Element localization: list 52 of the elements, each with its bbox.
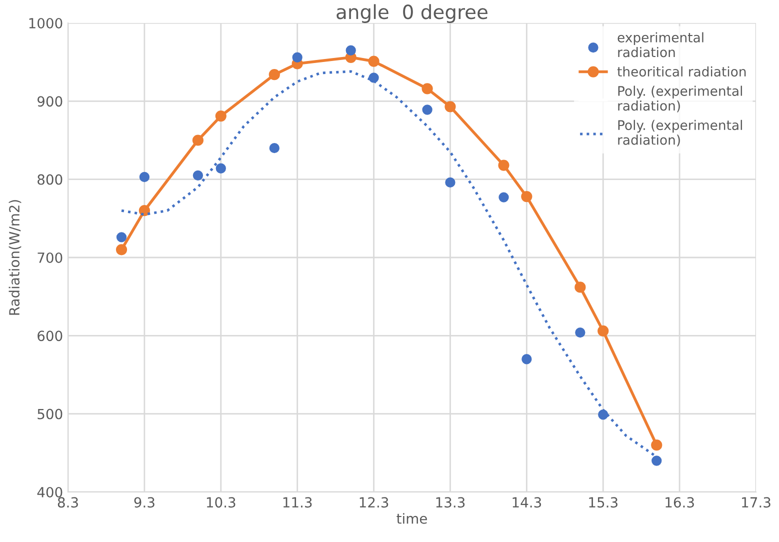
y-tick-label: 1000	[29, 18, 62, 28]
point	[368, 72, 379, 83]
point	[216, 163, 226, 174]
point	[422, 104, 432, 115]
x-tick-label: 16.3	[666, 497, 694, 508]
point	[598, 410, 608, 420]
point	[498, 192, 509, 202]
legend-label: Poly. (experimental radiation)	[618, 86, 742, 112]
legend-label: experimental radiation	[618, 32, 704, 58]
point	[574, 282, 586, 293]
point	[116, 244, 128, 256]
y-tick-label: 900	[38, 96, 62, 107]
point	[575, 327, 586, 338]
y-tick-label: 400	[37, 486, 62, 498]
point	[215, 110, 226, 122]
y-tick-label: 500	[38, 408, 62, 420]
y-tick-label: 600	[38, 330, 62, 342]
y-tick-label: 700	[38, 252, 62, 263]
point	[269, 142, 280, 154]
point	[192, 134, 204, 146]
point	[368, 56, 380, 67]
x-tick-label: 15.3	[589, 497, 618, 508]
point	[521, 190, 532, 202]
legend-label: Poly. (experimental radiation)	[618, 120, 742, 146]
y-tick-label: 800	[38, 174, 62, 185]
point	[192, 170, 204, 181]
point	[445, 177, 456, 188]
point	[598, 325, 609, 337]
point	[522, 354, 532, 364]
y-axis-title: Radiation(W/m2)	[8, 200, 22, 315]
point	[346, 45, 356, 56]
x-axis-title: time	[396, 513, 427, 524]
legend-label: theoritical radiation	[617, 66, 746, 77]
point	[292, 52, 302, 62]
point	[422, 83, 433, 94]
x-tick-label: 8.3	[58, 497, 78, 508]
chart-title: angle 0 degree	[336, 4, 488, 23]
x-tick-label: 13.3	[436, 497, 465, 508]
point	[139, 172, 150, 182]
point	[444, 101, 456, 112]
point	[651, 440, 662, 451]
x-tick-label: 12.3	[360, 497, 388, 508]
point	[652, 456, 662, 466]
x-tick-label: 17.3	[742, 497, 770, 508]
x-tick-label: 14.3	[512, 497, 542, 508]
x-tick-label: 10.3	[206, 497, 236, 508]
point	[268, 69, 280, 80]
point	[498, 160, 510, 171]
x-tick-label: 9.3	[134, 497, 154, 508]
point	[116, 232, 127, 242]
x-tick-label: 11.3	[283, 497, 312, 508]
point	[138, 205, 150, 216]
